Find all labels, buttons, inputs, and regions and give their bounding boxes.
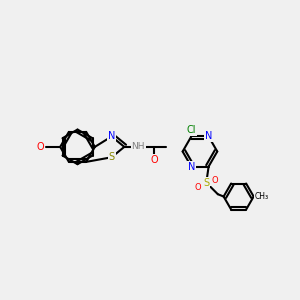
Text: O: O	[151, 154, 158, 165]
Text: O: O	[195, 183, 202, 192]
Text: NH: NH	[131, 142, 145, 152]
Text: O: O	[211, 176, 218, 185]
Text: N: N	[108, 131, 115, 142]
Text: N: N	[188, 161, 195, 172]
Text: S: S	[109, 152, 115, 162]
Text: CH₃: CH₃	[255, 192, 269, 201]
Text: N: N	[205, 131, 212, 142]
Text: O: O	[37, 142, 44, 152]
Text: Cl: Cl	[187, 124, 196, 135]
Text: S: S	[203, 178, 209, 188]
